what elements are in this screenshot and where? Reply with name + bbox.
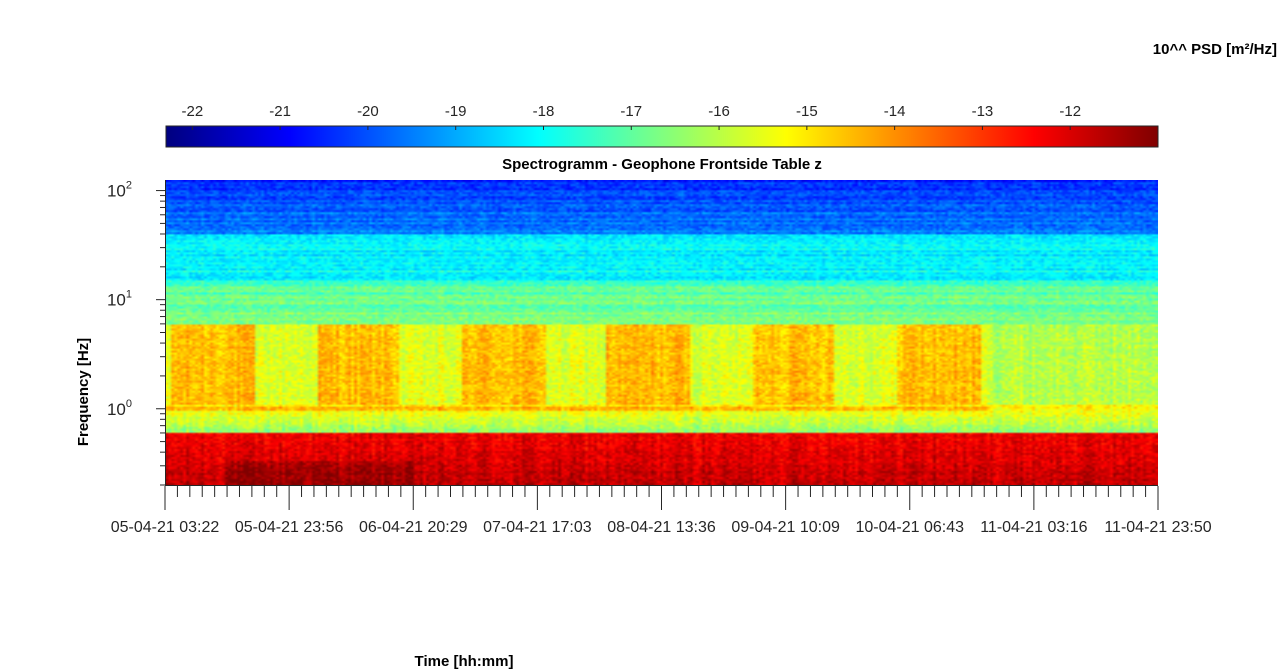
spectrogram-image: [165, 180, 1158, 485]
spectrogram-heatmap: [165, 180, 1158, 485]
y-axis-ticks: [156, 190, 165, 486]
y-axis-label: Frequency [Hz]: [75, 338, 92, 446]
colorbar-tick-label: -13: [972, 103, 994, 120]
y-axis-tick-labels: 100 101 102: [107, 180, 132, 419]
colorbar-tick-labels: -22 -21 -20 -19 -18 -17 -16 -15 -14 -13 -12: [181, 103, 1081, 120]
x-tick-label: 09-04-21 10:09: [731, 519, 840, 536]
colorbar-ticks: [191, 126, 1071, 130]
x-tick-label: 11-04-21 23:50: [1104, 519, 1211, 536]
colorbar-tick-label: -22: [181, 103, 203, 120]
colorbar-tick-label: -15: [796, 103, 818, 120]
x-axis-ticks: [164, 486, 1159, 510]
x-axis: 05-04-21 03:22 05-04-21 23:56 06-04-21 20:…: [111, 485, 1212, 536]
colorbar-tick-label: -16: [708, 103, 730, 120]
colorbar-gradient: [166, 126, 1158, 147]
x-axis-tick-labels: 05-04-21 03:22 05-04-21 23:56 06-04-21 20:…: [111, 519, 1212, 536]
colorbar: [165, 125, 1159, 148]
y-tick-label: 100: [107, 398, 132, 419]
plot-area: [165, 180, 1158, 485]
y-tick-label: 101: [107, 289, 132, 310]
x-axis-label: Time [hh:mm]: [415, 653, 514, 669]
x-tick-label: 10-04-21 06:43: [855, 519, 964, 536]
x-tick-label: 11-04-21 03:16: [980, 519, 1087, 536]
y-axis: 100 101 102: [107, 180, 166, 486]
chart-title: Spectrogramm - Geophone Frontside Table …: [502, 156, 822, 173]
x-tick-label: 06-04-21 20:29: [359, 519, 468, 536]
x-tick-label: 08-04-21 13:36: [607, 519, 716, 536]
colorbar-frame: [165, 125, 1159, 148]
x-tick-label: 07-04-21 17:03: [483, 519, 592, 536]
colorbar-label: 10^^ PSD [m²/Hz]: [1153, 41, 1277, 58]
colorbar-tick-label: -20: [357, 103, 379, 120]
x-tick-label: 05-04-21 23:56: [235, 519, 344, 536]
x-tick-label: 05-04-21 03:22: [111, 519, 220, 536]
colorbar-tick-label: -12: [1059, 103, 1081, 120]
colorbar-tick-label: -18: [533, 103, 555, 120]
colorbar-tick-label: -17: [620, 103, 642, 120]
colorbar-tick-label: -14: [884, 103, 906, 120]
colorbar-tick-label: -21: [269, 103, 291, 120]
y-tick-label: 102: [107, 180, 132, 201]
colorbar-tick-label: -19: [445, 103, 467, 120]
